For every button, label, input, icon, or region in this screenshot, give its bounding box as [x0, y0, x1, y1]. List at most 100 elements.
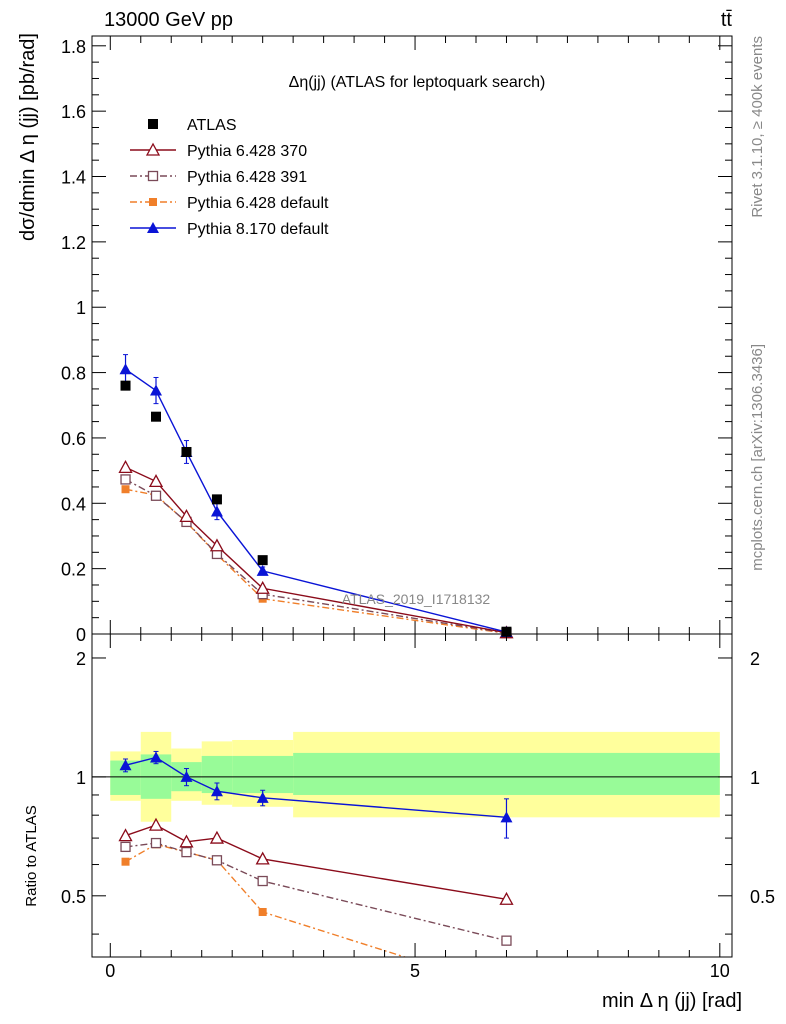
- series-line: [125, 368, 507, 633]
- ratio-data-point: [179, 834, 194, 848]
- ratio-data-point: [118, 828, 133, 842]
- ratio-plot-area: [92, 731, 732, 993]
- main-title: Δη(jj) (ATLAS for leptoquark search): [289, 74, 546, 91]
- x-tick-label: 10: [710, 961, 730, 981]
- legend-marker: [147, 170, 159, 182]
- watermark: ATLAS_2019_I1718132: [342, 591, 491, 607]
- data-point: [501, 626, 512, 637]
- data-point: [121, 485, 130, 494]
- ratio-series-p391: [120, 837, 512, 946]
- ratio-data-point: [209, 830, 225, 844]
- ratio-data-point: [120, 841, 131, 853]
- data-point: [181, 446, 192, 457]
- y-tick-label: 0: [76, 625, 86, 645]
- series-line: [125, 466, 507, 634]
- x-tick-label: 0: [105, 961, 115, 981]
- side-label-bottom: mcplots.cern.ch [arXiv:1306.3436]: [749, 344, 766, 571]
- ratio-data-point: [258, 907, 267, 916]
- y-tick-label: 0.2: [61, 560, 86, 580]
- data-point: [257, 555, 268, 566]
- data-point: [148, 474, 164, 488]
- series-line: [125, 478, 507, 634]
- ratio-data-point: [148, 817, 164, 831]
- data-point: [210, 505, 223, 517]
- ratio-y-tick-label-right: 1: [750, 768, 760, 788]
- ratio-data-point: [499, 891, 514, 905]
- y-tick-label: 1.2: [61, 233, 86, 253]
- data-point: [256, 564, 269, 576]
- legend-label: Pythia 6.428 default: [187, 195, 329, 212]
- ratio-y-tick-label-right: 2: [750, 649, 760, 669]
- legend-marker: [145, 142, 161, 156]
- legend-label: Pythia 6.428 370: [187, 143, 307, 160]
- data-point: [255, 580, 270, 594]
- ratio-series-line: [125, 824, 507, 900]
- ratio-data-point: [257, 875, 268, 887]
- x-tick-label: 5: [410, 961, 420, 981]
- uncertainty-band-inner: [293, 752, 720, 795]
- ratio-panel: 0.5 0.5 1 1 2 2 0 5 10: [61, 633, 775, 993]
- series-p370: [118, 459, 514, 639]
- series-atlas: [120, 380, 512, 637]
- y-tick-label: 1.8: [61, 37, 86, 57]
- ratio-data-point: [121, 857, 130, 866]
- ratio-frame: [91, 633, 733, 958]
- series-line: [125, 488, 507, 635]
- data-point: [211, 494, 222, 505]
- ratio-ylabel: Ratio to ATLAS: [23, 805, 40, 906]
- ratio-data-point: [119, 759, 132, 771]
- ratio-data-point: [150, 751, 162, 763]
- legend-label: Pythia 6.428 391: [187, 169, 307, 186]
- ratio-y-tick-label-right: 0.5: [750, 887, 775, 907]
- data-point: [179, 509, 194, 523]
- y-tick-label: 1: [76, 298, 86, 318]
- legend-marker: [148, 119, 158, 129]
- y-tick-label: 1.4: [61, 168, 86, 188]
- uncertainty-band-inner: [232, 755, 294, 794]
- ratio-data-point: [180, 770, 193, 782]
- y-tick-label: 0.6: [61, 429, 86, 449]
- ratio-data-point: [500, 811, 513, 823]
- y-tick-label: 0.8: [61, 364, 86, 384]
- legend: ATLAS Pythia 6.428 370 Pythia 6.428 391 Pyt…: [130, 117, 329, 238]
- ratio-data-point: [502, 985, 510, 993]
- legend-label: Pythia 8.170 default: [187, 221, 329, 238]
- header-left: 13000 GeV pp: [104, 9, 233, 31]
- ratio-xlabel: min Δ η (jj) [rad]: [602, 990, 742, 1012]
- ratio-data-point: [181, 846, 192, 858]
- ratio-data-point: [210, 785, 223, 797]
- ratio-series-p370: [118, 817, 514, 905]
- ratio-series-p8def: [119, 750, 513, 839]
- ratio-series-line: [125, 756, 507, 819]
- main-ylabel: dσ/dmin Δ η (jj) [pb/rad]: [17, 33, 39, 241]
- y-tick-label: 1.6: [61, 102, 86, 122]
- ratio-series-p6def: [121, 840, 510, 993]
- data-point: [209, 538, 225, 552]
- header-right: tt̄: [721, 9, 733, 31]
- ratio-data-point: [211, 855, 223, 866]
- y-tick-label: 0.4: [61, 494, 86, 514]
- ratio-series-line: [125, 843, 408, 957]
- ratio-y-tick-label-left: 1: [76, 768, 86, 788]
- legend-marker: [149, 198, 157, 206]
- data-point: [119, 363, 132, 375]
- data-point: [150, 490, 162, 501]
- data-point: [150, 384, 162, 396]
- side-label-top: Rivet 3.1.10, ≥ 400k events: [749, 36, 766, 218]
- ratio-data-point: [255, 851, 270, 865]
- data-point: [120, 380, 131, 391]
- main-panel: 0 0.2 0.4 0.6 0.8 1 1.2 1.4 1.6 1.8 ATLAS Pythia 6.…: [61, 35, 733, 645]
- series-p391: [120, 474, 512, 639]
- ratio-series-line: [125, 842, 507, 942]
- data-point: [120, 474, 131, 485]
- legend-label: ATLAS: [187, 117, 237, 134]
- ratio-y-tick-label-left: 0.5: [61, 887, 86, 907]
- ratio-data-point: [501, 935, 512, 946]
- ratio-data-point: [150, 837, 162, 849]
- ratio-y-tick-label-left: 2: [76, 649, 86, 669]
- legend-marker: [147, 222, 159, 233]
- data-point: [118, 459, 133, 473]
- ratio-data-point: [256, 791, 269, 803]
- data-point: [151, 411, 161, 422]
